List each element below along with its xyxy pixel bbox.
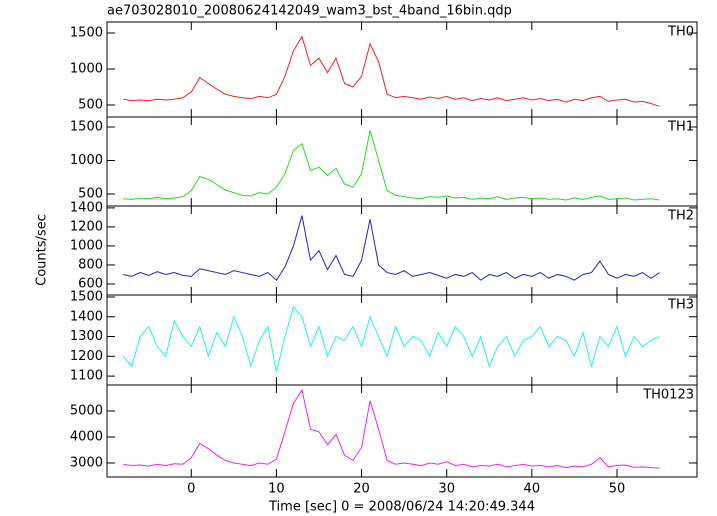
y-tick-label: 4000 [70,429,103,444]
panel-label: TH0 [667,25,694,40]
light-curve [123,130,660,201]
y-tick-label: 1400 [70,309,103,324]
y-tick-label: 1200 [70,219,103,234]
panel-frame [106,116,698,207]
y-tick-label: 1500 [70,26,103,41]
panel-frame [106,294,698,386]
light-curve [122,305,660,373]
x-tick-label: 10 [268,482,285,497]
y-tick-label: 1500 [70,289,103,304]
x-tick-label: 0 [187,482,195,497]
y-tick-label: 500 [78,187,103,202]
y-tick-label: 1200 [70,349,103,364]
y-tick-label: 500 [78,97,103,112]
y-tick-label: 1000 [70,153,103,168]
y-tick-label: 1000 [70,238,103,253]
panel-frame [106,205,698,296]
y-axis-label: Counts/sec [35,214,50,286]
light-curve [123,388,660,469]
light-curve [123,215,660,281]
y-tick-label: 1100 [70,369,103,384]
panel-label: TH2 [667,209,694,224]
x-tick-label: 30 [438,482,455,497]
light-curve [123,35,660,107]
figure-title: ae703028010_20080624142049_wam3_bst_4ban… [107,4,512,19]
y-tick-label: 1400 [70,200,103,215]
y-tick-label: 1000 [70,61,103,76]
y-tick-label: 5000 [70,403,103,418]
panel-label: TH1 [667,120,694,135]
x-tick-label: 50 [609,482,626,497]
y-tick-label: 800 [78,257,103,272]
x-axis-label: Time [sec] 0 = 2008/06/24 14:20:49.344 [268,500,535,515]
y-tick-label: 3000 [70,455,103,470]
y-tick-label: 1500 [70,119,103,134]
x-tick-label: 20 [353,482,370,497]
panel-frame [106,21,698,118]
y-tick-label: 600 [78,276,103,291]
y-tick-label: 1300 [70,329,103,344]
panel-label: TH3 [667,298,694,313]
panel-label: TH0123 [642,388,694,403]
panel-frame [106,384,698,478]
x-tick-label: 40 [524,482,541,497]
